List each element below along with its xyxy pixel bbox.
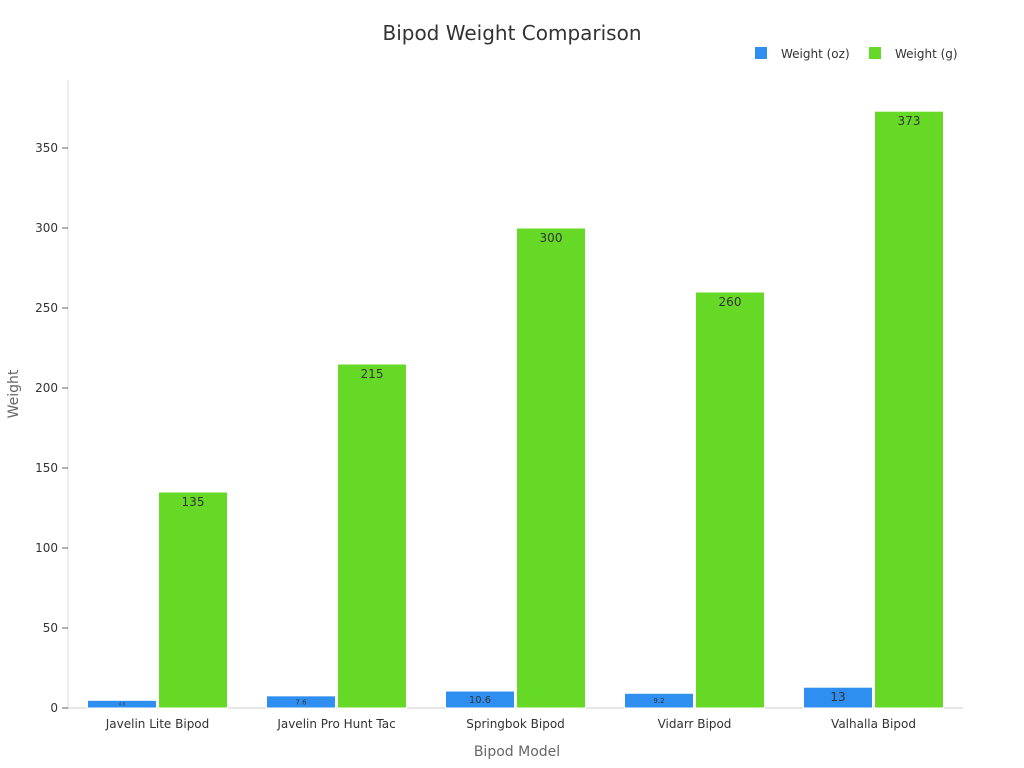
x-tick-label: Vidarr Bipod [658, 717, 732, 731]
bar-value-label: 7.6 [295, 698, 307, 706]
bar-value-label: 300 [540, 231, 563, 245]
bars: 4.8 135 Javelin Lite Bipod 7.6 215 Javelin Pr… [87, 110, 944, 731]
y-tick-label: 150 [35, 461, 58, 475]
bar-value-label: 373 [898, 114, 921, 128]
legend: Weight (oz) Weight (g) [755, 47, 958, 61]
chart-title: Bipod Weight Comparison [382, 21, 641, 45]
y-tick-label: 100 [35, 541, 58, 555]
legend-swatch [869, 47, 881, 59]
bar [87, 699, 157, 709]
bar-value-label: 260 [719, 295, 742, 309]
bar-value-label: 9.2 [653, 697, 664, 705]
x-tick-label: Javelin Lite Bipod [105, 717, 210, 731]
y-tick-label: 200 [35, 381, 58, 395]
y-tick-label: 50 [43, 621, 58, 635]
bar-group: 9.2 260 Vidarr Bipod [624, 291, 765, 731]
bar-value-label: 10.6 [469, 695, 491, 706]
x-axis-title: Bipod Model [474, 744, 560, 760]
x-tick-label: Valhalla Bipod [831, 717, 916, 731]
bar-value-label: 135 [182, 495, 205, 509]
bar [803, 686, 873, 709]
legend-item: Weight (g) [869, 47, 958, 61]
bar [624, 692, 694, 709]
bar [695, 291, 765, 709]
x-tick-label: Springbok Bipod [466, 717, 565, 731]
bar-group: 10.6 300 Springbok Bipod [445, 227, 586, 731]
legend-swatch [755, 47, 767, 59]
legend-label: Weight (g) [895, 47, 958, 61]
bar [874, 110, 944, 709]
bar-value-label: 4.8 [119, 702, 126, 707]
bar [337, 363, 407, 709]
y-tick-label: 250 [35, 301, 58, 315]
bar [158, 491, 228, 709]
legend-label: Weight (oz) [781, 47, 850, 61]
bar-group: 7.6 215 Javelin Pro Hunt Tac [266, 363, 407, 731]
bar [266, 695, 336, 709]
legend-item: Weight (oz) [755, 47, 850, 61]
bar-value-label: 13 [830, 690, 845, 704]
bar [445, 690, 515, 709]
x-tick-label: Javelin Pro Hunt Tac [276, 717, 395, 731]
bar-value-label: 215 [361, 367, 384, 381]
bar-group: 13 373 Valhalla Bipod [803, 110, 944, 731]
y-axis-title: Weight [6, 369, 22, 418]
y-tick-label: 350 [35, 141, 58, 155]
bar-group: 4.8 135 Javelin Lite Bipod [87, 491, 228, 731]
bar [516, 227, 586, 709]
y-tick-label: 300 [35, 221, 58, 235]
y-tick-label: 0 [50, 701, 58, 715]
